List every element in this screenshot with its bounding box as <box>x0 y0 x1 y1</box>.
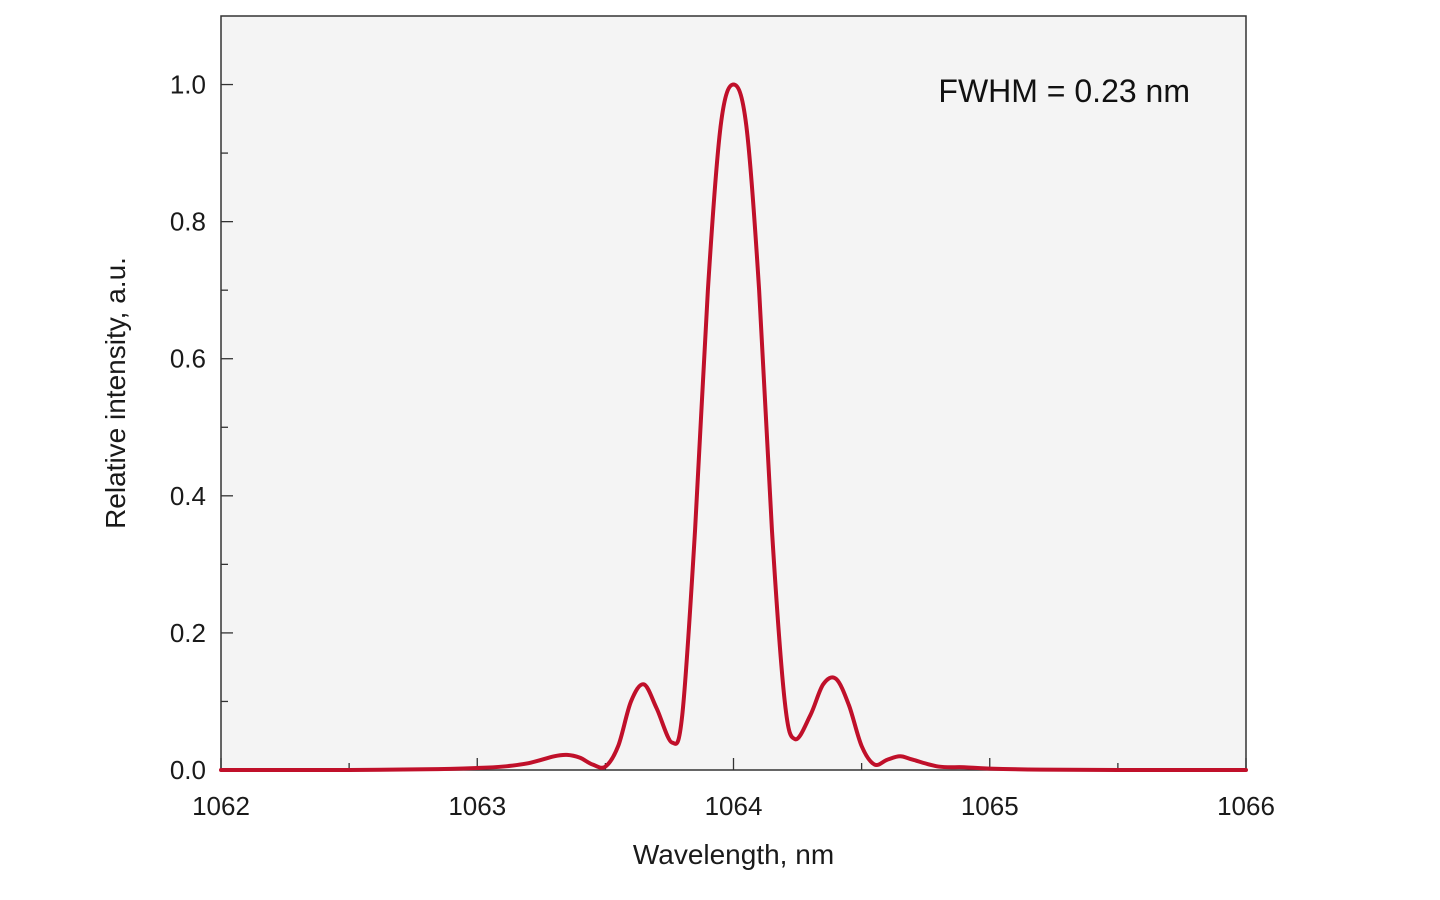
y-axis-title: Relative intensity, a.u. <box>100 257 131 529</box>
y-tick-label: 0.8 <box>170 207 206 237</box>
y-tick-label: 0.4 <box>170 481 206 511</box>
y-tick-label: 1.0 <box>170 70 206 100</box>
series-line <box>219 82 1248 773</box>
x-tick-label: 1062 <box>192 791 250 821</box>
y-tick-label: 0.6 <box>170 344 206 374</box>
x-tick-label: 1063 <box>448 791 506 821</box>
y-tick-label: 0.2 <box>170 618 206 648</box>
x-tick-label: 1065 <box>961 791 1019 821</box>
plot-area <box>220 15 1247 771</box>
y-tick-label: 0.0 <box>170 755 206 785</box>
y-axis: 0.0 0.2 0.4 0.6 0.8 1.0 <box>170 70 233 785</box>
x-tick-label: 1064 <box>705 791 763 821</box>
x-axis: 1062 1063 1064 1065 1066 <box>192 758 1275 821</box>
x-axis-title: Wavelength, nm <box>633 839 834 870</box>
fwhm-annotation: FWHM = 0.23 nm <box>938 73 1190 109</box>
x-tick-label: 1066 <box>1217 791 1275 821</box>
